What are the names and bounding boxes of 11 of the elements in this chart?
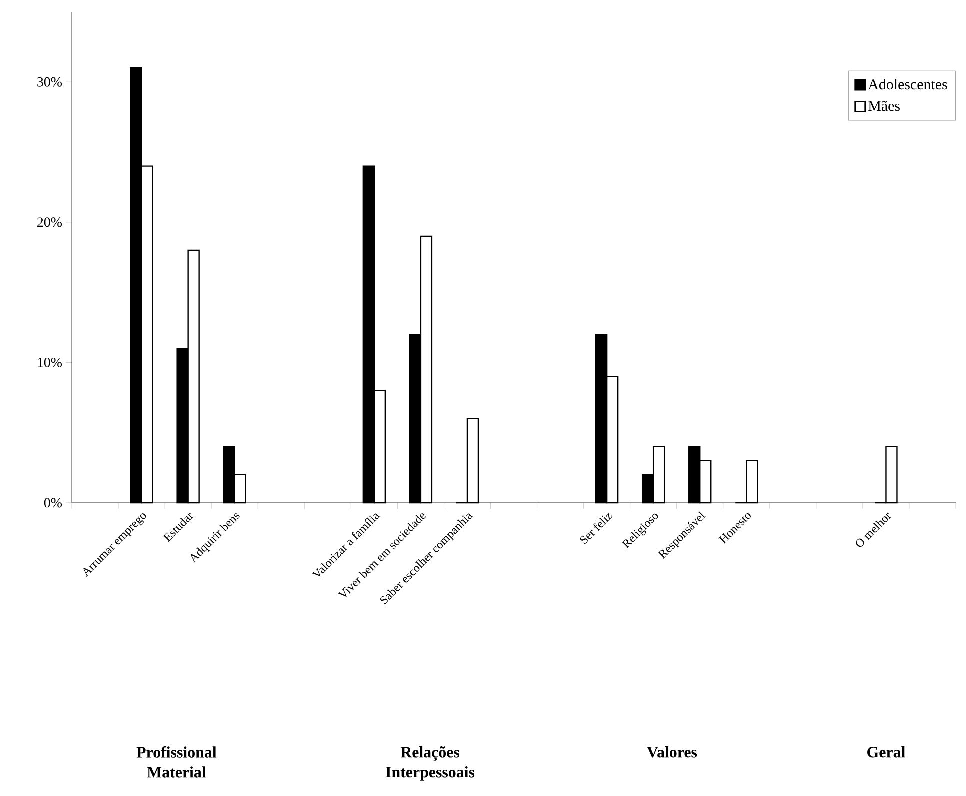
y-tick-label: 0% [44, 498, 62, 508]
y-tick-label: 30% [38, 77, 62, 87]
text: Geral [868, 746, 906, 758]
y-tick-label: 10% [38, 358, 62, 368]
text: Relações Interpessoais [386, 746, 475, 781]
y-tick-label: 20% [38, 218, 62, 228]
legend-label: Adolescentes [868, 79, 948, 90]
text: Profissional Material [136, 746, 217, 778]
x-tick-label: Ser feliz [580, 513, 613, 544]
legend-label: Mães [868, 100, 900, 112]
text: Valores [647, 746, 698, 758]
